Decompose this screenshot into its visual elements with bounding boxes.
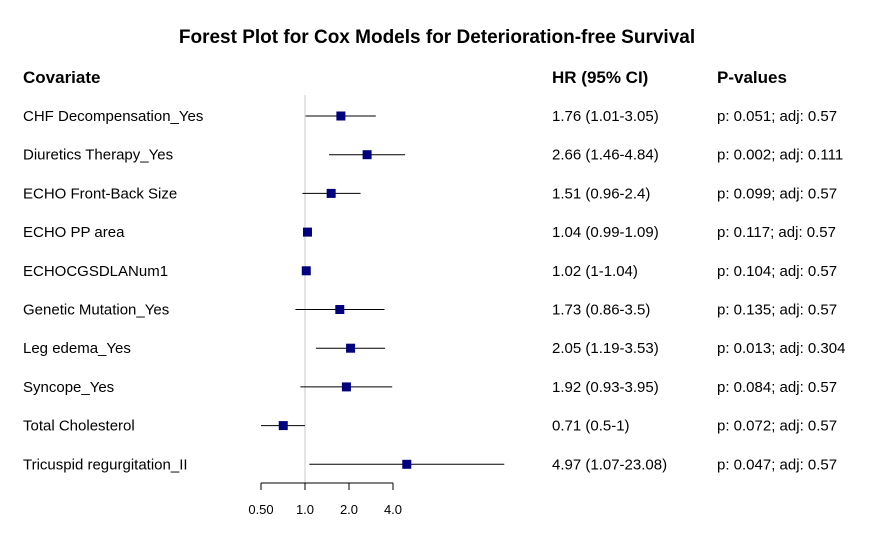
p-value-label: p: 0.072; adj: 0.57 — [717, 418, 837, 435]
x-tick-label: 1.0 — [296, 502, 314, 517]
covariate-label: Tricuspid regurgitation_II — [23, 456, 188, 473]
hr-ci-label: 1.76 (1.01-3.05) — [552, 108, 659, 125]
hr-ci-label: 4.97 (1.07-23.08) — [552, 456, 667, 473]
hr-ci-label: 2.05 (1.19-3.53) — [552, 340, 659, 357]
covariate-label: Genetic Mutation_Yes — [23, 302, 169, 319]
hr-marker — [362, 150, 372, 160]
hr-ci-label: 0.71 (0.5-1) — [552, 418, 630, 435]
p-value-label: p: 0.135; adj: 0.57 — [717, 302, 837, 319]
p-value-label: p: 0.013; adj: 0.304 — [717, 340, 845, 357]
x-tick-label: 4.0 — [384, 502, 402, 517]
hr-ci-label: 2.66 (1.46-4.84) — [552, 147, 659, 164]
x-tick-label: 2.0 — [340, 502, 358, 517]
hr-ci-label: 1.04 (0.99-1.09) — [552, 224, 659, 241]
covariate-label: Diuretics Therapy_Yes — [23, 147, 173, 164]
hr-marker — [301, 266, 311, 276]
covariate-label: ECHO PP area — [23, 224, 125, 241]
covariate-label: Leg edema_Yes — [23, 340, 131, 357]
header-hr: HR (95% CI) — [552, 68, 648, 87]
hr-marker — [346, 343, 356, 353]
x-axis: 0.50 1.0 2.0 4.0 — [248, 482, 402, 517]
header-p-values: P-values — [717, 68, 787, 87]
p-value-label: p: 0.002; adj: 0.111 — [717, 147, 843, 164]
hr-ci-label: 1.02 (1-1.04) — [552, 263, 638, 280]
covariate-label: Total Cholesterol — [23, 418, 135, 435]
p-value-label: p: 0.117; adj: 0.57 — [717, 224, 836, 241]
hr-ci-label: 1.51 (0.96-2.4) — [552, 185, 650, 202]
hr-marker — [302, 227, 312, 237]
hr-marker — [278, 421, 288, 431]
covariate-label: Syncope_Yes — [23, 379, 114, 396]
covariate-label: CHF Decompensation_Yes — [23, 108, 203, 125]
rows-layer: CHF Decompensation_Yes 1.76 (1.01-3.05) p:… — [23, 108, 845, 473]
covariate-label: ECHO Front-Back Size — [23, 185, 177, 202]
hr-marker — [336, 111, 346, 121]
p-value-label: p: 0.084; adj: 0.57 — [717, 379, 837, 396]
header-covariate: Covariate — [23, 68, 100, 87]
p-value-label: p: 0.099; adj: 0.57 — [717, 185, 837, 202]
hr-ci-label: 1.92 (0.93-3.95) — [552, 379, 659, 396]
p-value-label: p: 0.047; adj: 0.57 — [717, 456, 837, 473]
hr-ci-label: 1.73 (0.86-3.5) — [552, 302, 650, 319]
chart-title: Forest Plot for Cox Models for Deteriora… — [179, 27, 695, 48]
x-tick-label: 0.50 — [248, 502, 273, 517]
p-value-label: p: 0.051; adj: 0.57 — [717, 108, 837, 125]
hr-marker — [341, 382, 351, 392]
covariate-label: ECHOCGSDLANum1 — [23, 263, 168, 280]
hr-marker — [402, 459, 412, 469]
p-value-label: p: 0.104; adj: 0.57 — [717, 263, 837, 280]
hr-marker — [335, 305, 345, 314]
hr-marker — [326, 188, 336, 198]
